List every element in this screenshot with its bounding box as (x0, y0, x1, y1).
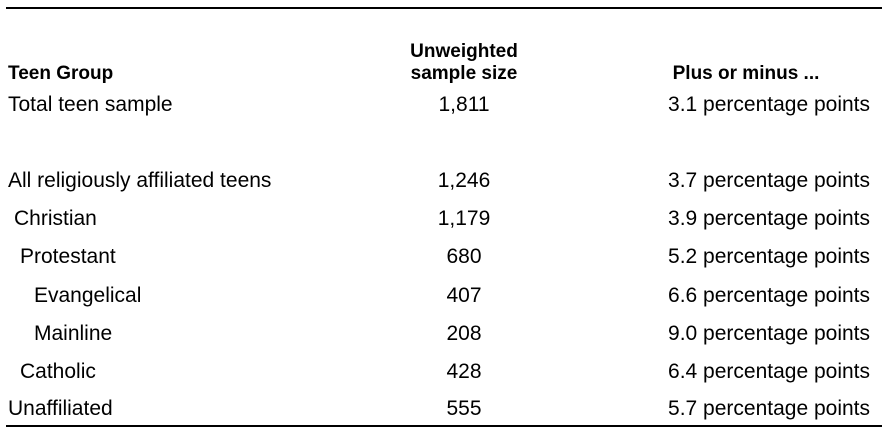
table-row: Mainline 208 9.0 percentage points (6, 315, 882, 353)
row-margin: 6.4 percentage points (668, 360, 870, 383)
row-sample-size: 208 (446, 322, 482, 345)
header-teen-group: Teen Group (8, 63, 114, 84)
row-group: Mainline (34, 322, 113, 345)
row-margin: 9.0 percentage points (668, 322, 870, 345)
header-plus-minus: Plus or minus ... (672, 63, 820, 84)
row-group: All religiously affiliated teens (8, 169, 272, 192)
row-margin: 5.2 percentage points (668, 245, 870, 268)
table-row: Evangelical 407 6.6 percentage points (6, 277, 882, 315)
row-group: Total teen sample (8, 93, 173, 116)
row-group: Evangelical (34, 284, 142, 307)
row-margin: 3.7 percentage points (668, 169, 870, 192)
row-sample-size: 428 (446, 360, 482, 383)
header-sample-size: Unweighted sample size (384, 41, 544, 85)
table-header: Teen Group Unweighted sample size Plus o… (6, 9, 882, 84)
table-row: Christian 1,179 3.9 percentage points (6, 200, 882, 238)
row-margin: 3.9 percentage points (668, 207, 870, 230)
header-sample-size-line1: Unweighted (410, 41, 518, 62)
row-margin: 6.6 percentage points (668, 284, 870, 307)
table-row: Catholic 428 6.4 percentage points (6, 353, 882, 391)
row-sample-size: 407 (446, 284, 482, 307)
row-sample-size: 1,811 (438, 93, 490, 116)
row-sample-size: 1,179 (437, 207, 491, 230)
row-group: Protestant (20, 245, 116, 268)
margin-of-error-table: Teen Group Unweighted sample size Plus o… (6, 7, 882, 427)
row-sample-size: 555 (446, 397, 482, 420)
row-sample-size: 680 (446, 245, 482, 268)
table-row: Unaffiliated 555 5.7 percentage points (6, 390, 882, 428)
table-row: All religiously affiliated teens 1,246 3… (6, 162, 882, 200)
row-group: Catholic (20, 360, 96, 383)
table-row: Total teen sample 1,811 3.1 percentage p… (6, 86, 882, 124)
row-margin: 3.1 percentage points (668, 93, 870, 116)
table-row: Protestant 680 5.2 percentage points (6, 238, 882, 276)
row-sample-size: 1,246 (437, 169, 491, 192)
row-group: Unaffiliated (8, 397, 113, 420)
row-group: Christian (14, 207, 97, 230)
header-sample-size-line2: sample size (410, 63, 518, 84)
row-margin: 5.7 percentage points (668, 397, 870, 420)
